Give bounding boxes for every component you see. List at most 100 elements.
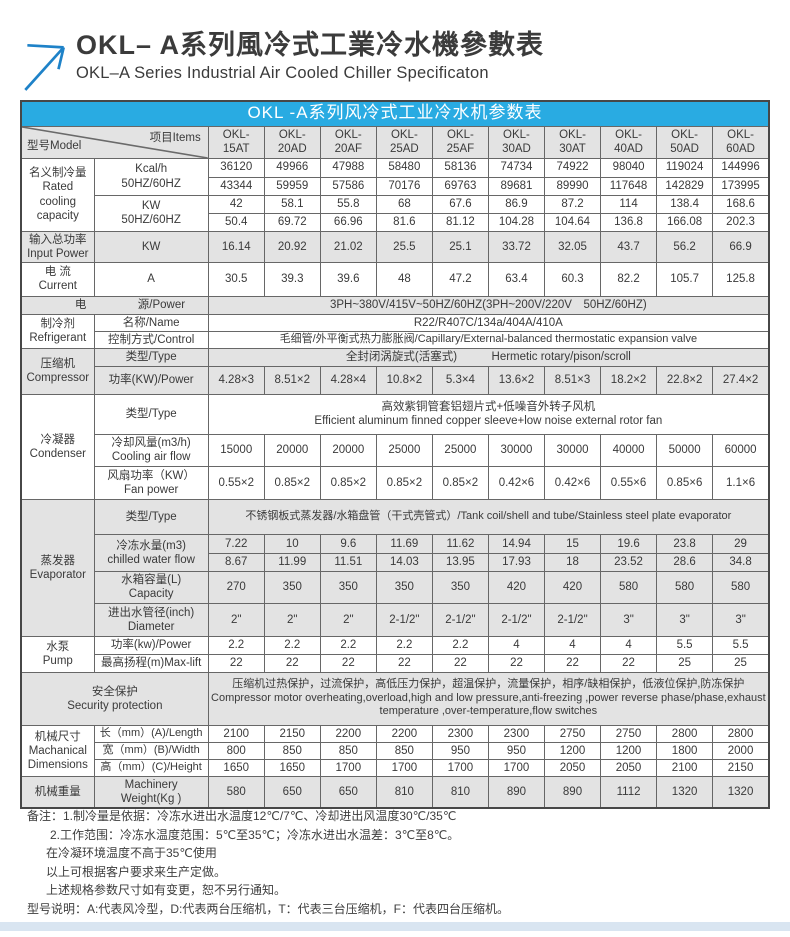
row-compressor-power: 功率(KW)/Power 4.28×3 8.51×2 4.28×4 10.8×2… bbox=[21, 365, 770, 395]
item-pump-power: 功率(kw)/Power bbox=[93, 635, 209, 655]
value-cell: 39.3 bbox=[263, 261, 321, 297]
value-cell: 173995 bbox=[712, 176, 770, 196]
evaporator-type-value: 不锈钢板式蒸发器/水箱盘管（干式壳管式）/Tank coil/shell and… bbox=[207, 498, 770, 535]
value-cell: 2300 bbox=[487, 724, 545, 743]
value-cell: 4 bbox=[600, 635, 658, 655]
value-cell: 104.64 bbox=[543, 212, 602, 232]
value-cell: 43344 bbox=[207, 176, 265, 196]
value-cell: 4.28×3 bbox=[207, 365, 265, 395]
model-header: OKL- 30AD bbox=[487, 125, 545, 159]
value-cell: 1650 bbox=[263, 758, 321, 777]
model-header: OKL- 25AD bbox=[375, 125, 433, 159]
value-cell: 30000 bbox=[487, 433, 545, 467]
value-cell: 3" bbox=[656, 602, 714, 637]
value-cell: 0.85×2 bbox=[263, 465, 321, 500]
value-cell: 69763 bbox=[431, 176, 489, 196]
value-cell: 8.67 bbox=[207, 552, 265, 572]
category-input-power: 输入总功率 Input Power bbox=[20, 230, 95, 263]
row-current: 电 流 Current A 30.5 39.3 39.6 48 47.2 63.… bbox=[20, 261, 770, 297]
power-source-label: 电 源/Power bbox=[20, 295, 209, 315]
value-cell: 25000 bbox=[375, 433, 433, 467]
item-unit-kw: KW bbox=[93, 230, 209, 263]
value-cell: 1650 bbox=[207, 758, 265, 777]
value-cell: 580 bbox=[600, 570, 658, 604]
note-line: 以上可根据客户要求来生产定做。 bbox=[46, 864, 227, 879]
row-cooling-air-flow: 冷却风量(m3/h) Cooling air flow 15000 20000 … bbox=[21, 433, 770, 467]
value-cell: 142829 bbox=[656, 176, 714, 196]
value-cell: 87.2 bbox=[543, 194, 602, 214]
value-cell: 15000 bbox=[207, 433, 265, 467]
value-cell: 125.8 bbox=[712, 261, 770, 297]
value-cell: 270 bbox=[207, 570, 265, 604]
category-evaporator: 蒸发器 Evaporator bbox=[20, 498, 95, 637]
value-cell: 890 bbox=[487, 775, 545, 809]
model-header: OKL- 50AD bbox=[656, 125, 714, 159]
row-refrigerant-control: 控制方式/Control 毛细管/外平衡式热力膨胀阀/Capillary/Ext… bbox=[21, 330, 770, 349]
value-cell: 11.62 bbox=[431, 533, 489, 554]
value-cell: 50000 bbox=[656, 433, 714, 467]
value-cell: 18 bbox=[543, 552, 602, 572]
value-cell: 2000 bbox=[712, 741, 770, 760]
value-cell: 350 bbox=[319, 570, 377, 604]
category-weight: 机械重量 bbox=[20, 775, 95, 809]
value-cell: 74922 bbox=[543, 157, 602, 178]
value-cell: 1700 bbox=[431, 758, 489, 777]
value-cell: 17.93 bbox=[487, 552, 545, 572]
page-title: OKL– A系列風冷式工業冷水機參數表 bbox=[76, 30, 545, 60]
value-cell: 74734 bbox=[487, 157, 545, 178]
value-cell: 49966 bbox=[263, 157, 321, 178]
value-cell: 850 bbox=[319, 741, 377, 760]
value-cell: 42 bbox=[207, 194, 265, 214]
value-cell: 136.8 bbox=[600, 212, 658, 232]
value-cell: 8.51×3 bbox=[543, 365, 602, 395]
value-cell: 5.5 bbox=[656, 635, 714, 655]
category-current: 电 流 Current bbox=[20, 261, 95, 297]
value-cell: 22 bbox=[431, 653, 489, 673]
value-cell: 69.72 bbox=[263, 212, 321, 232]
row-tank-capacity: 水箱容量(L) Capacity 270 350 350 350 350 420… bbox=[21, 570, 770, 604]
category-compressor: 压缩机 Compressor bbox=[20, 347, 95, 395]
value-cell: 22 bbox=[543, 653, 602, 673]
item-type: 类型/Type bbox=[93, 393, 209, 435]
value-cell: 2" bbox=[319, 602, 377, 637]
value-cell: 1112 bbox=[600, 775, 658, 809]
value-cell: 5.3×4 bbox=[431, 365, 489, 395]
value-cell: 420 bbox=[543, 570, 602, 604]
model-header: OKL- 15AT bbox=[207, 125, 265, 159]
item-control: 控制方式/Control bbox=[93, 330, 209, 349]
row-input-power: 输入总功率 Input Power KW 16.14 20.92 21.02 2… bbox=[20, 230, 770, 263]
model-header: OKL- 60AD bbox=[712, 125, 770, 159]
item-fan-power: 风扇功率（KW） Fan power bbox=[93, 465, 209, 500]
row-fan-power: 风扇功率（KW） Fan power 0.55×2 0.85×2 0.85×2 … bbox=[21, 465, 770, 500]
value-cell: 2050 bbox=[600, 758, 658, 777]
value-cell: 56.2 bbox=[656, 230, 714, 263]
value-cell: 58.1 bbox=[263, 194, 321, 214]
item-height: 高（mm）(C)/Height bbox=[93, 758, 209, 777]
titles: OKL– A系列風冷式工業冷水機參數表 OKL–A Series Industr… bbox=[76, 30, 544, 83]
row-height: 高（mm）(C)/Height 1650 1650 1700 1700 1700… bbox=[21, 758, 770, 777]
value-cell: 25000 bbox=[431, 433, 489, 467]
value-cell: 580 bbox=[207, 775, 265, 809]
value-cell: 10 bbox=[263, 533, 321, 554]
value-cell: 1320 bbox=[712, 775, 770, 809]
value-cell: 66.96 bbox=[319, 212, 377, 232]
value-cell: 117648 bbox=[600, 176, 658, 196]
value-cell: 66.9 bbox=[712, 230, 770, 263]
value-cell: 30000 bbox=[543, 433, 602, 467]
value-cell: 22 bbox=[263, 653, 321, 673]
note-line: 2.工作范围：冷冻水温度范围：5℃至35℃；冷冻水进出水温差：3℃至8℃。 bbox=[50, 827, 460, 842]
value-cell: 800 bbox=[207, 741, 265, 760]
value-cell: 2.2 bbox=[319, 635, 377, 655]
compressor-type-value: 全封闭涡旋式(活塞式) Hermetic rotary/pison/scroll bbox=[207, 347, 770, 367]
value-cell: 2800 bbox=[712, 724, 770, 743]
value-cell: 63.4 bbox=[487, 261, 545, 297]
row-length: 机械尺寸 Machanical Dimensions 长（mm）(A)/Leng… bbox=[20, 724, 770, 777]
value-cell: 2-1/2" bbox=[543, 602, 602, 637]
value-cell: 850 bbox=[375, 741, 433, 760]
value-cell: 2750 bbox=[600, 724, 658, 743]
item-kcal: Kcal/h 50HZ/60HZ bbox=[93, 157, 209, 196]
value-cell: 0.55×6 bbox=[600, 465, 658, 500]
value-cell: 8.51×2 bbox=[263, 365, 321, 395]
diagonal-divider bbox=[22, 127, 208, 158]
value-cell: 28.6 bbox=[656, 552, 714, 572]
